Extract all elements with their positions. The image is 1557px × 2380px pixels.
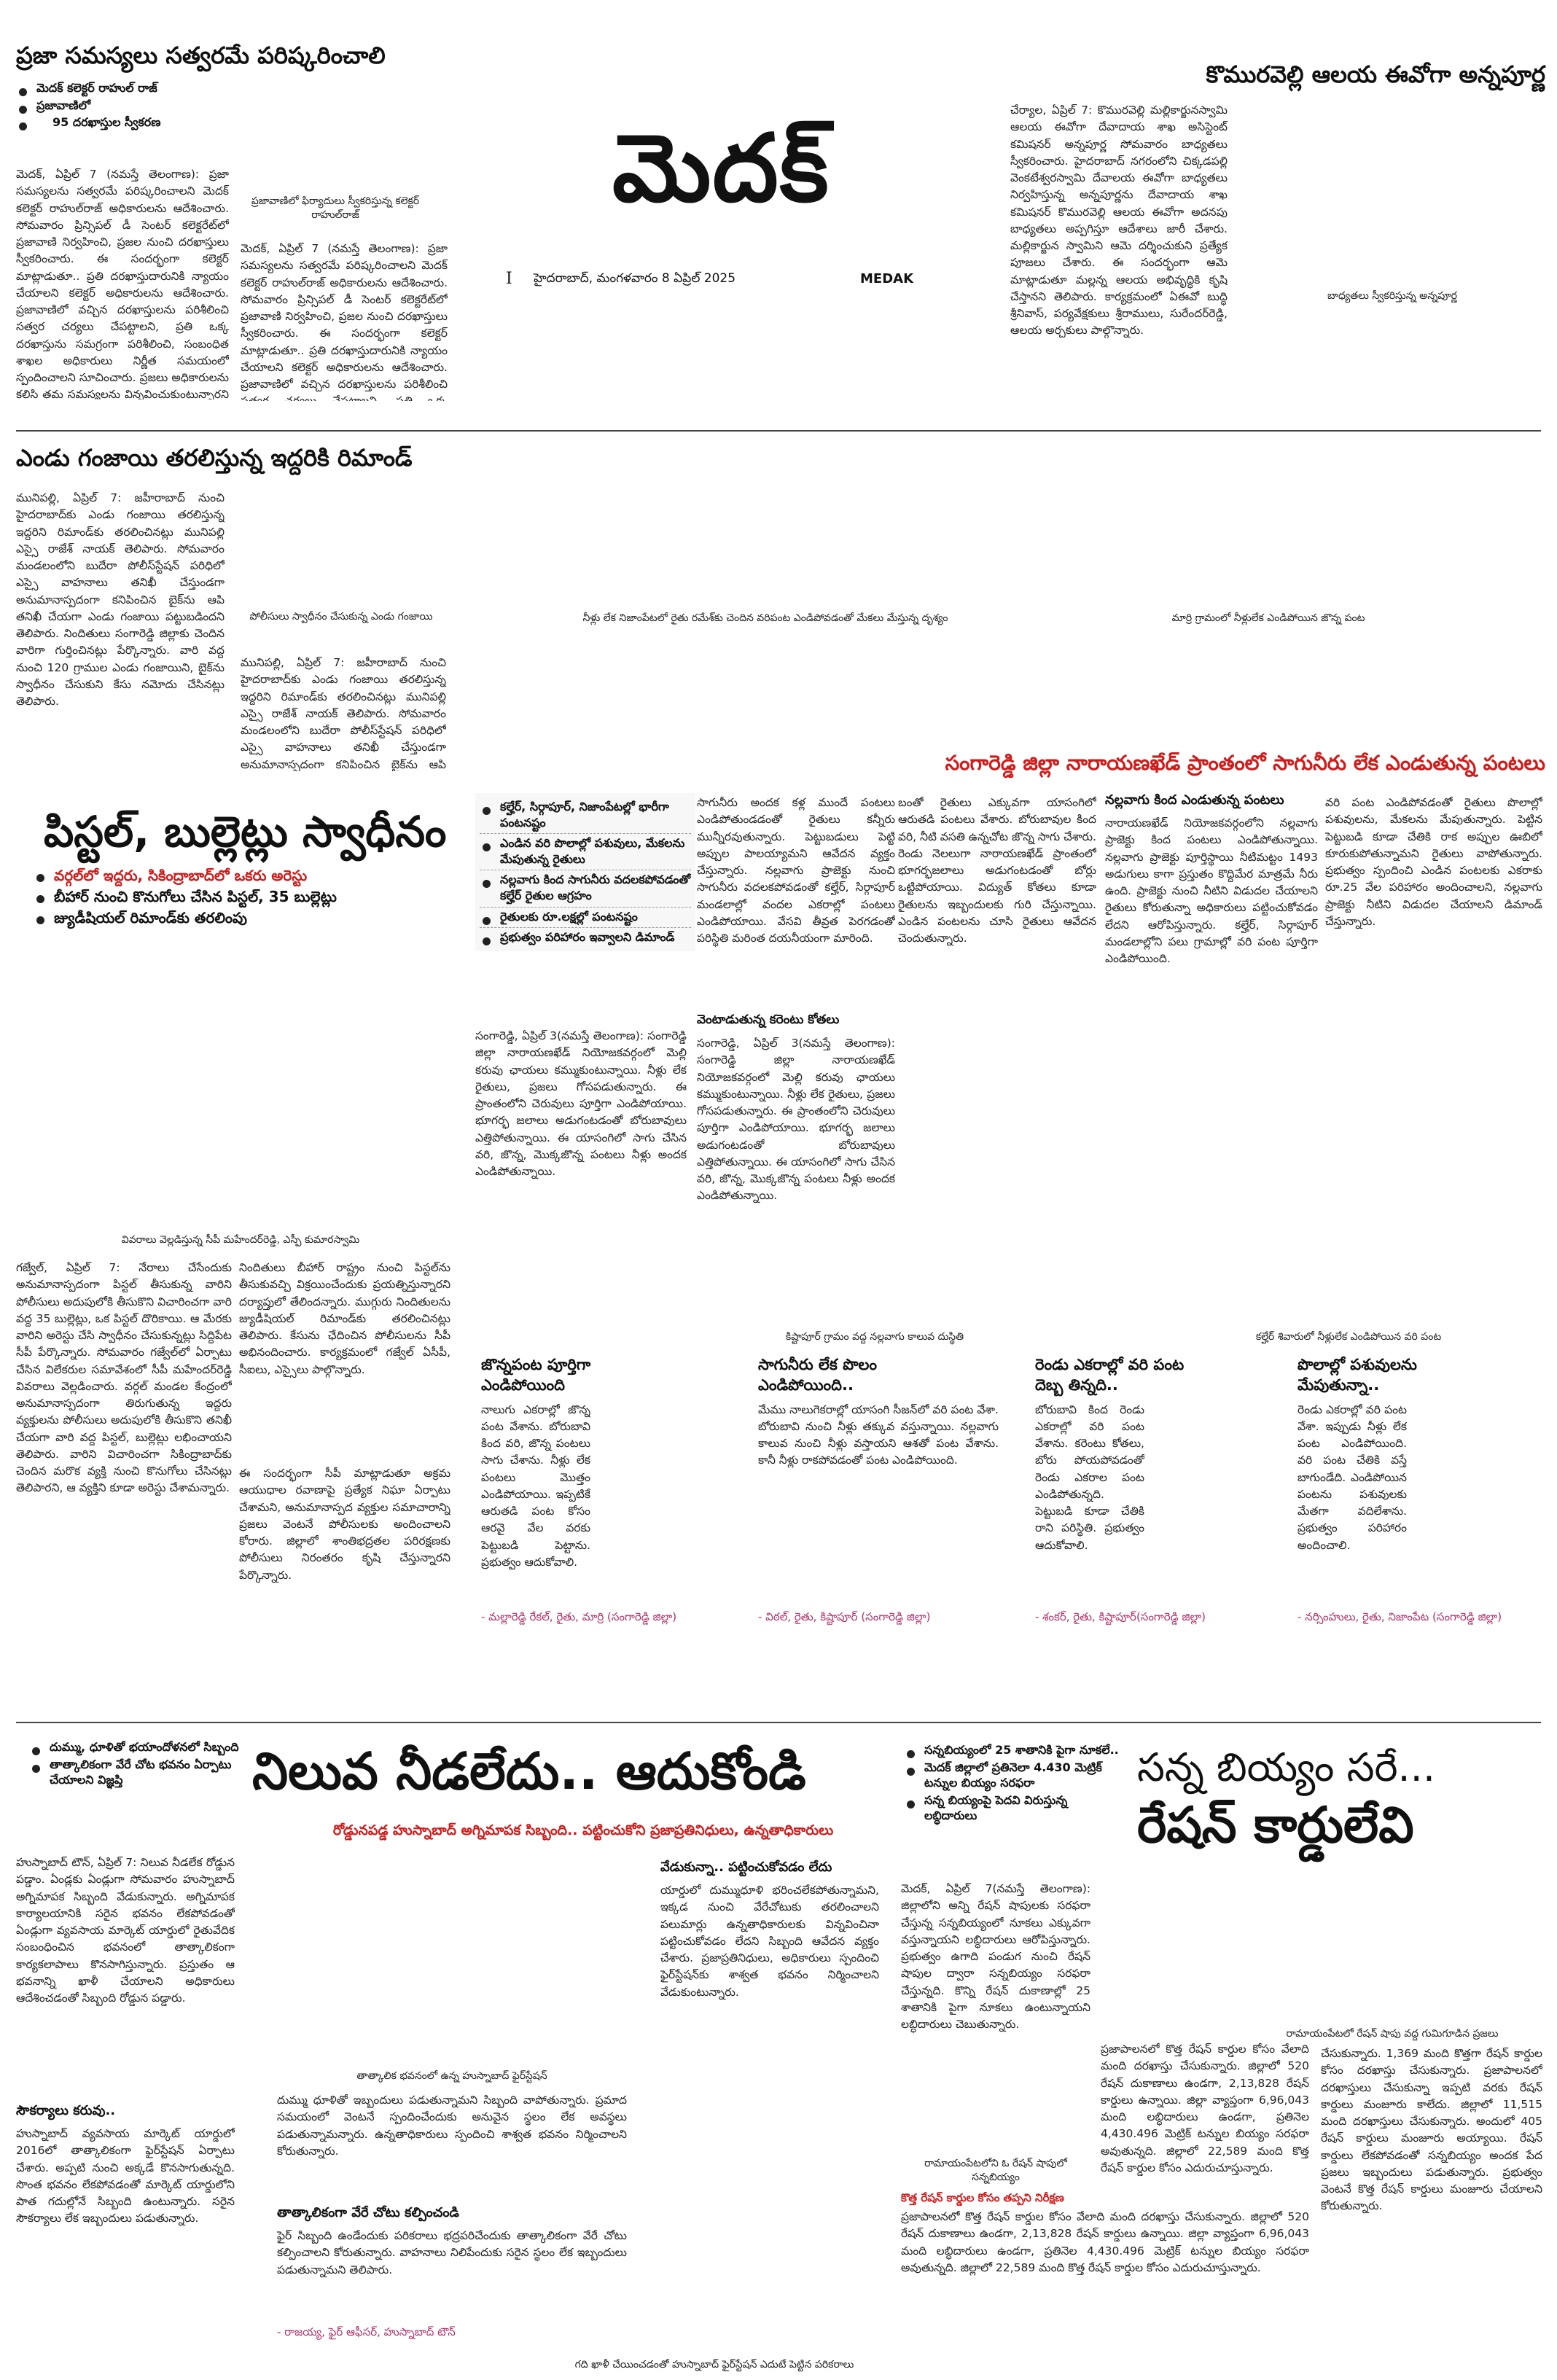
story1-body: మెదక్, ఏప్రిల్ 7 (నమస్తే తెలంగాణ): ప్రజా… xyxy=(16,168,229,399)
story6-caption: తాత్కాలిక భవనంలో ఉన్న హుస్నాబాద్ ఫైర్‌స్… xyxy=(356,2070,547,2082)
story6-subhead-b: వేడుకున్నా.. పట్టించుకోవడం లేదు xyxy=(660,1860,832,1875)
story4-body-b: నిందితులు బీహార్ రాష్ట్రం నుంచి పిస్టల్‌… xyxy=(239,1261,450,1376)
story4-body-c: ఈ సందర్భంగా సీపీ మాట్లాడుతూ అక్రమ ఆయుధాల… xyxy=(239,1467,450,1582)
voice-body: మేము నాలుగెకరాల్లో యాసంగి సీజన్‌లో వరి ప… xyxy=(758,1402,999,1467)
voice-body: రెండు ఎకరాల్లో వరి పంట వేశా. ఇప్పుడు నీళ… xyxy=(1298,1402,1407,1552)
voice-title: సాగునీరు లేక పొలం ఎండిపోయింది.. xyxy=(758,1356,878,1394)
story6-deck: రోడ్డునపడ్డ హుస్నాబాద్ అగ్నిమాపక సిబ్బంద… xyxy=(332,1822,834,1838)
story3-body-cont: మునిపల్లి, ఏప్రిల్ 7: జహీరాబాద్ నుంచి హై… xyxy=(241,656,446,771)
voice-credit: - మల్లారెడ్డి రేకల్, రైతు, మార్రి (సంగార… xyxy=(481,1610,677,1623)
story5-body-a: సంగారెడ్డి, ఏప్రిల్ 3(నమస్తే తెలంగాణ): స… xyxy=(475,1029,687,1178)
story1-headline: ప్రజా సమస్యలు సత్వరమే పరిష్కరించాలి xyxy=(16,42,386,69)
voice-box-1: జొన్నపంట పూర్తిగా ఎండిపోయింది నాలుగు ఎకర… xyxy=(481,1354,729,1704)
story7-bullets: సన్నబియ్యంలో 25 శాతానికి పైగా నూకలే.. మె… xyxy=(904,1741,1123,1825)
section-rule xyxy=(16,430,1541,432)
story1-bullet: 95 దరఖాస్తుల స్వీకరణ xyxy=(16,114,235,130)
story6-subhead-a: సౌకర్యాలు కరువు.. xyxy=(16,2103,116,2118)
story1-caption: ప్రజావాణిలో ఫిర్యాదులు స్వీకరిస్తున్న కల… xyxy=(251,195,420,221)
story6-bullet: దుమ్ము, ధూళితో భయాందోళనలో సిబ్బంది xyxy=(29,1739,248,1755)
section-rule xyxy=(16,1722,1541,1723)
story4-bullets: వర్గల్‌లో ఇద్దరు, సికింద్రాబాద్‌లో ఒకరు … xyxy=(34,865,456,929)
story1-bullet: ప్రజావాణిలో xyxy=(16,98,235,114)
story6-bullets: దుమ్ము, ధూళితో భయాందోళనలో సిబ్బంది తాత్క… xyxy=(29,1738,248,1790)
story7-body-a: మెదక్, ఏప్రిల్ 7(నమస్తే తెలంగాణ): జిల్లా… xyxy=(901,1882,1090,2031)
story4-bullet: జ్యుడీషియల్ రిమాండ్‌కు తరలింపు xyxy=(34,908,456,928)
masthead-title: మెదక్ xyxy=(612,114,830,223)
masthead-edition: MEDAK xyxy=(860,271,914,286)
masthead-dateline: హైదరాబాద్, మంగళవారం 8 ఏప్రిల్ 2025 xyxy=(534,271,736,286)
story4-bullet: వర్గల్‌లో ఇద్దరు, సికింద్రాబాద్‌లో ఒకరు … xyxy=(34,866,456,886)
story7-headline-b: రేషన్ కార్డులేవి xyxy=(1137,1797,1414,1854)
story7-body-c: చేసుకున్నారు. 1,369 మంది కొత్తగా రేషన్ క… xyxy=(1321,2047,1542,2213)
story4-body-a: గజ్వేల్, ఏప్రిల్ 7: నేరాలు చేసేందుకు అను… xyxy=(16,1261,232,1495)
story6-headline: నిలువ నీడలేదు.. ఆదుకోండి xyxy=(252,1741,806,1801)
story5-bullets: కల్హేర్, సిర్గాపూర్, నిజాంపేటల్లో భారీగా… xyxy=(475,793,695,951)
voice-box-3: రెండు ఎకరాల్లో వరి పంట దెబ్బ తిన్నది.. బ… xyxy=(1035,1354,1283,1704)
voice-credit: - శంకర్, రైతు, కిష్టాపూర్(సంగారెడ్డి జిల… xyxy=(1035,1610,1206,1623)
story5-caption-b: కల్హేర్ శివారులో నీళ్లులేక ఎండిపోయిన వరి… xyxy=(1255,1331,1442,1343)
voice-body: బోరుబావి కింద రెండు ఎకరాల్లో వరి పంట వేశ… xyxy=(1035,1402,1144,1552)
story2-headline: కొమురవెల్లి ఆలయ ఈవోగా అన్నపూర్ణ xyxy=(1206,61,1545,88)
story7-caption: రామాయంపేటలోని ఓ రేషన్ షాపులో సన్నబియ్యం xyxy=(924,2158,1067,2183)
story5-caption-a: కిష్టాపూర్ గ్రామం వద్ద నల్లవాగు కాలువ దు… xyxy=(785,1331,964,1343)
voice-credit: - విఠల్, రైతు, కిష్టాపూర్ (సంగారెడ్డి జి… xyxy=(758,1610,931,1623)
story5-subhead-b: వెంటాడుతున్న కరెంటు కోతలు xyxy=(697,1013,840,1027)
story5-body-b-cont: సంగారెడ్డి, ఏప్రిల్ 3(నమస్తే తెలంగాణ): స… xyxy=(697,1037,895,1203)
voice-box-2: సాగునీరు లేక పొలం ఎండిపోయింది.. మేము నాల… xyxy=(758,1354,1006,1704)
story5-bullet: రైతులకు రూ.లక్షల్లో పంటనష్టం xyxy=(480,909,691,929)
story5-bullet: నల్లవాగు కింద సాగునీరు వదలకపోవడంతో కల్హే… xyxy=(480,872,691,908)
story6-credit: - రాజయ్య, ఫైర్ ఆఫీసర్, హుస్నాబాద్ టౌన్ xyxy=(277,2325,456,2338)
story5-subhead-a: నల్లవాగు కింద ఎండుతున్న పంటలు xyxy=(1105,792,1284,808)
story6-body-d: యార్డులో దుమ్ముధూళి భరించలేకపోతున్నామని,… xyxy=(660,1884,879,1999)
story5-body-b: సాగునీరు అందక కళ్ల ముందే పంటలు ఎండిపోతుం… xyxy=(697,796,895,945)
mid-photo-caption-a: నీళ్లు లేక నిజాంపేటలో రైతు రమేశ్‌కు చెంద… xyxy=(582,612,948,624)
story5-body-c: బంతో రైతులు ఎక్కువగా యాసంగిలో ఆరుతడి పంట… xyxy=(898,796,1096,945)
story6-subhead-c: తాత్కాలికంగా వేరే చోటు కల్పించండి xyxy=(277,2205,459,2220)
story6-body-a: హుస్నాబాద్ టౌన్, ఏప్రిల్ 7: నిలువ నీడలేక… xyxy=(16,1856,235,2005)
story2-body: చేర్యాల, ఏప్రిల్ 7: కొమురవెల్లి మల్లికార… xyxy=(1010,104,1228,338)
voice-title: జొన్నపంట పూర్తిగా ఎండిపోయింది xyxy=(481,1356,591,1394)
story7-bullet: సన్నబియ్యంలో 25 శాతానికి పైగా నూకలే.. xyxy=(904,1742,1123,1758)
story7-headline-a: సన్న బియ్యం సరే... xyxy=(1137,1744,1436,1790)
mid-photo-caption-b: మార్రి గ్రామంలో నీళ్లులేక ఎండిపోయిన జొన్… xyxy=(1171,612,1365,624)
story4-bullet: బీహార్ నుంచి కొనుగోలు చేసిన పిస్టల్, 35 … xyxy=(34,887,456,907)
story7-caption-b: రామాయంపేటలో రేషన్ షాపు వద్ద గుమిగూడిన ప్… xyxy=(1286,2028,1499,2040)
story6-body-b: హుస్నాబాద్ వ్యవసాయ మార్కెట్ యార్డులో 201… xyxy=(16,2127,235,2225)
story1-bullets: మెదక్ కలెక్టర్ రాహుల్ రాజ్ ప్రజావాణిలో 9… xyxy=(16,79,235,132)
story5-bullet: ప్రభుత్వం పరిహారం ఇవ్వాలని డిమాండ్ xyxy=(480,929,691,945)
story2-caption: బాధ్యతలు స్వీకరిస్తున్న అన్నపూర్ణ xyxy=(1327,290,1457,302)
voice-title: పొలాల్లో పశువులను మేపుతున్నా.. xyxy=(1298,1356,1417,1394)
voice-title: రెండు ఎకరాల్లో వరి పంట దెబ్బ తిన్నది.. xyxy=(1035,1356,1185,1394)
story1-bullet: మెదక్ కలెక్టర్ రాహుల్ రాజ్ xyxy=(16,80,235,96)
masthead-marker: I xyxy=(506,270,512,288)
voice-box-4: పొలాల్లో పశువులను మేపుతున్నా.. రెండు ఎకర… xyxy=(1298,1354,1545,1704)
story3-body: మునిపల్లి, ఏప్రిల్ 7: జహీరాబాద్ నుంచి హై… xyxy=(16,491,225,708)
story7-body-b-side: ప్రజాపాలనలో కొత్త రేషన్ కార్డుల కోసం వేల… xyxy=(1101,2042,1309,2174)
story4-caption: వివరాలు వెల్లడిస్తున్న సీపీ మహేందర్‌రెడ్… xyxy=(121,1234,360,1246)
story5-bullet: కల్హేర్, సిర్గాపూర్, నిజాంపేటల్లో భారీగా… xyxy=(480,799,691,835)
story1-body-cont: మెదక్, ఏప్రిల్ 7 (నమస్తే తెలంగాణ): ప్రజా… xyxy=(241,242,448,401)
story3-caption: పోలీసులు స్వాధీనం చేసుకున్న ఎండు గంజాయి xyxy=(249,611,433,623)
story3-headline: ఎండు గంజాయి తరలిస్తున్న ఇద్దరికి రిమాండ్ xyxy=(16,444,413,472)
voice-body: నాలుగు ఎకరాల్లో జొన్న పంట వేశాను. బోరుబా… xyxy=(481,1402,590,1569)
story5-bullet: ఎండిన వరి పొలాల్లో పశువులు, మేకలను మేపుత… xyxy=(480,835,691,871)
story6-body-e: ఫైర్ సిబ్బంది ఉండేందుకు పరికరాలు భద్రపరి… xyxy=(277,2229,627,2276)
story5-body-e: వరి పంట ఎండిపోవడంతో రైతులు పొలాల్లో పశువ… xyxy=(1325,796,1542,928)
story6-body-c: దుమ్ము ధూళితో ఇబ్బందులు పడుతున్నామని సిబ… xyxy=(277,2094,627,2158)
voice-credit: - నర్సింహులు, రైతు, నిజాంపేట (సంగారెడ్డి… xyxy=(1298,1610,1502,1623)
story7-emph: కొత్త రేషన్ కార్డుల కోసం తప్పని నిరీక్షణ xyxy=(901,2191,1064,2204)
story5-body-d: నారాయణఖేడ్ నియోజకవర్గంలోని నల్లవాగు ప్రా… xyxy=(1105,816,1318,965)
story6-bullet: తాత్కాలికంగా వేరే చోట భవనం ఏర్పాటు చేయాల… xyxy=(29,1757,248,1788)
story7-bullet: మెదక్ జిల్లాలో ప్రతినెలా 4.430 మెట్రిక్ … xyxy=(904,1760,1123,1791)
story4-headline: పిస్టల్, బుల్లెట్లు స్వాధీనం xyxy=(44,807,447,857)
story7-bullet: సన్న బియ్యంపై పెదవి విరుస్తున్న లబ్ధిదార… xyxy=(904,1792,1123,1824)
story7-body-b: ప్రజాపాలనలో కొత్త రేషన్ కార్డుల కోసం వేల… xyxy=(901,2210,1309,2274)
story6-caption-b: గది ఖాళీ చేయించడంతో హుస్నాబాద్ ఫైర్‌స్టే… xyxy=(574,2359,854,2371)
story5-banner: సంగారెడ్డి జిల్లా నారాయణఖేడ్ ప్రాంతంలో స… xyxy=(945,751,1545,775)
